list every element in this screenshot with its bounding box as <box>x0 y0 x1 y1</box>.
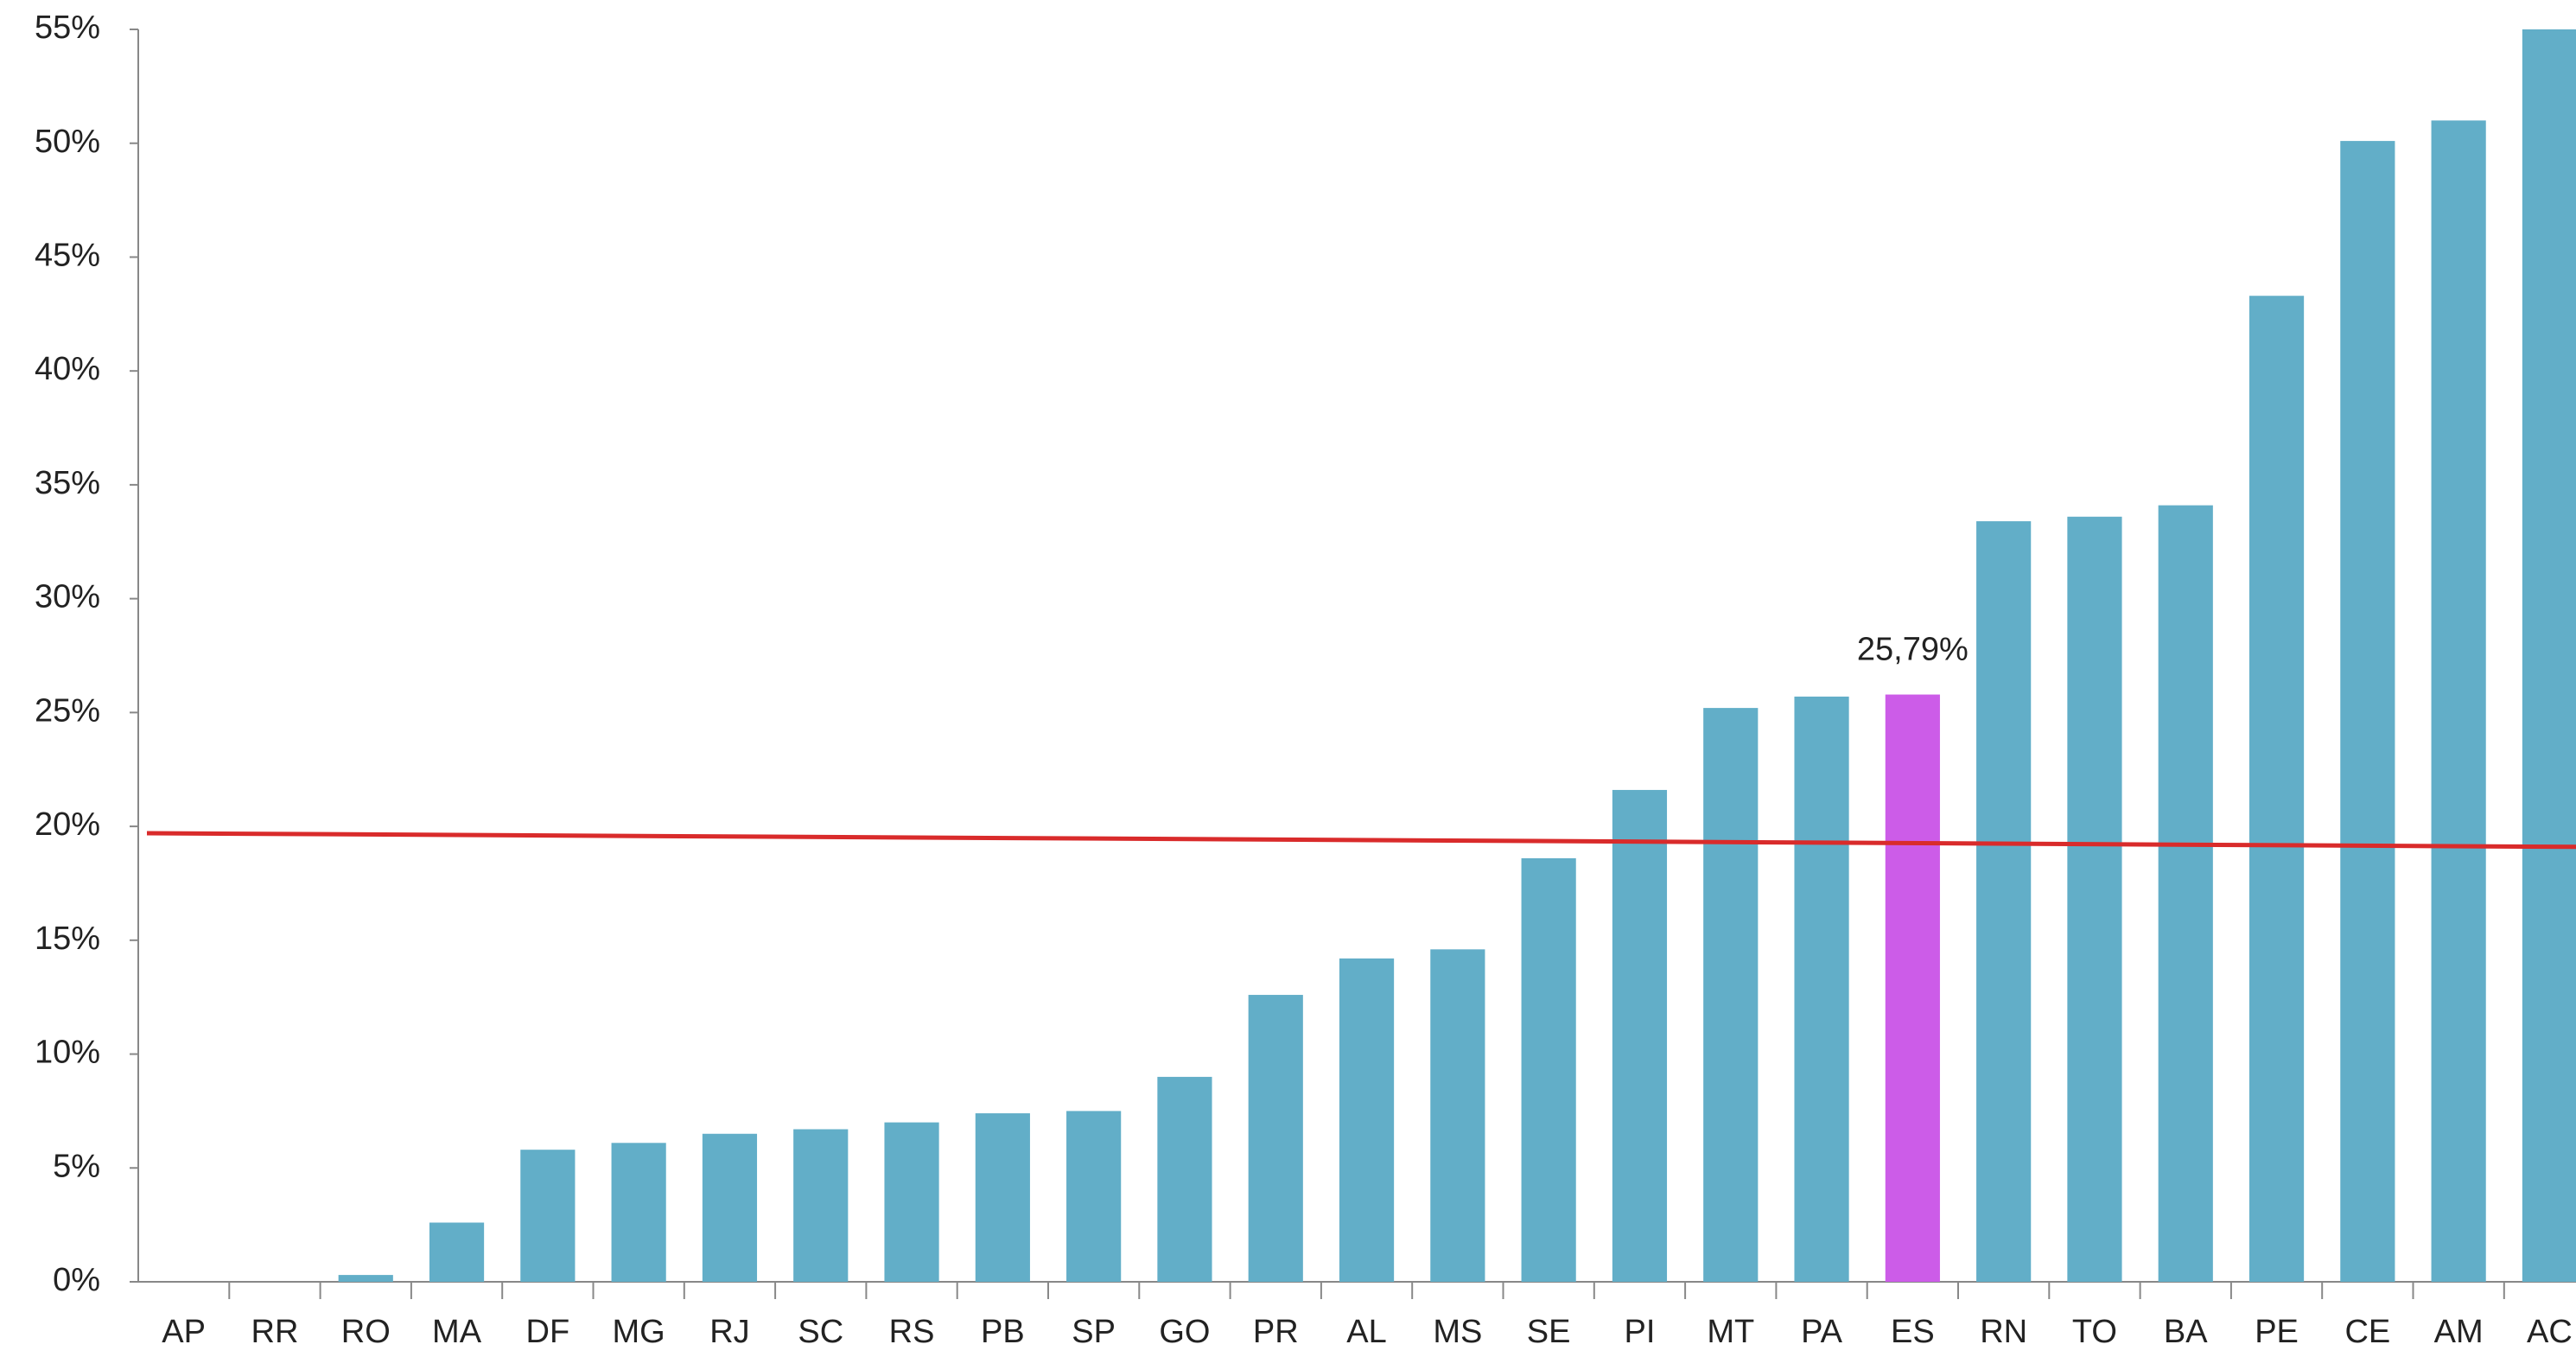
bar <box>2067 516 2122 1282</box>
x-tick-label: BA <box>2164 1314 2208 1350</box>
bar <box>1612 789 1668 1282</box>
y-tick-label: 10% <box>35 1035 100 1071</box>
x-tick-label: DF <box>526 1314 570 1350</box>
value-label: 25,79% <box>1857 632 1969 668</box>
x-tick-label: AL <box>1346 1314 1386 1350</box>
x-tick-label: ES <box>1891 1314 1935 1350</box>
x-tick-label: SC <box>798 1314 843 1350</box>
x-tick-label: TO <box>2072 1314 2117 1350</box>
x-tick-label: AP <box>162 1314 206 1350</box>
x-tick-label: MT <box>1707 1314 1754 1350</box>
x-tick-label: PB <box>981 1314 1025 1350</box>
x-tick-label: RJ <box>709 1314 749 1350</box>
bar <box>884 1122 939 1282</box>
x-tick-label: PE <box>2255 1314 2299 1350</box>
bar <box>1157 1076 1212 1282</box>
y-tick-label: 5% <box>53 1148 100 1184</box>
y-tick-label: 55% <box>35 10 100 46</box>
bar <box>975 1113 1030 1282</box>
x-tick-label: MS <box>1433 1314 1482 1350</box>
x-tick-label: PA <box>1801 1314 1843 1350</box>
bar <box>1066 1111 1122 1282</box>
x-tick-label: MG <box>613 1314 665 1350</box>
bar <box>338 1275 393 1282</box>
y-tick-label: 50% <box>35 124 100 160</box>
bar <box>702 1133 758 1282</box>
x-tick-label: GO <box>1159 1314 1210 1350</box>
y-tick-label: 40% <box>35 351 100 387</box>
y-tick-label: 20% <box>35 806 100 843</box>
x-tick-label: AM <box>2434 1314 2484 1350</box>
x-tick-label: AC <box>2527 1314 2573 1350</box>
x-tick-label: SE <box>1527 1314 1571 1350</box>
x-tick-label: RN <box>1980 1314 2027 1350</box>
trend-line <box>146 831 2576 850</box>
bar <box>520 1150 576 1282</box>
x-tick-label: CE <box>2344 1314 2390 1350</box>
bar <box>429 1222 485 1282</box>
y-tick-label: 15% <box>35 921 100 957</box>
x-tick-label: MA <box>432 1314 482 1350</box>
y-tick-label: 45% <box>35 237 100 273</box>
bar <box>611 1143 666 1282</box>
bar <box>2431 120 2486 1282</box>
bar <box>1703 708 1759 1282</box>
bar <box>1339 958 1395 1282</box>
bar <box>1248 995 1303 1282</box>
x-tick-label: RS <box>889 1314 935 1350</box>
bar <box>793 1129 849 1282</box>
bar <box>2340 141 2395 1282</box>
y-tick-label: 25% <box>35 692 100 729</box>
y-tick-label: 0% <box>53 1262 100 1298</box>
bar <box>2158 505 2213 1282</box>
bar <box>2522 29 2576 1282</box>
x-tick-label: PR <box>1253 1314 1299 1350</box>
bar <box>1976 521 2032 1282</box>
x-tick-label: SP <box>1072 1314 1116 1350</box>
bar <box>2248 296 2305 1282</box>
y-tick-label: 30% <box>35 579 100 615</box>
x-tick-label: RO <box>341 1314 391 1350</box>
y-tick-label: 35% <box>35 465 100 501</box>
bar <box>1521 857 1576 1282</box>
bar <box>1794 696 1849 1282</box>
x-tick-label: RR <box>251 1314 299 1350</box>
bar <box>1885 694 1940 1282</box>
bar <box>1430 949 1485 1282</box>
x-tick-label: PI <box>1624 1314 1655 1350</box>
